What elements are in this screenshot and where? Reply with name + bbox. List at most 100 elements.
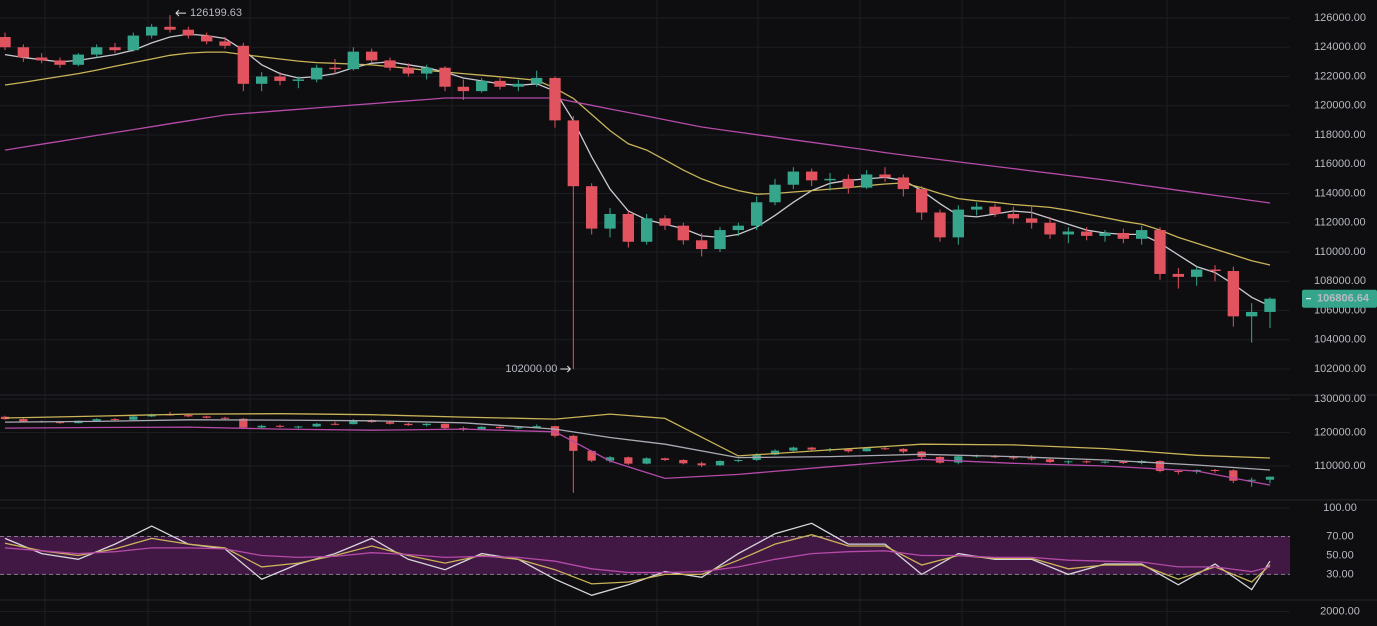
candle-body [310, 67, 323, 80]
series-line [4, 51, 1271, 266]
series-line [4, 33, 1271, 307]
candle-body [35, 57, 48, 61]
candle-body [1264, 298, 1276, 312]
candle-body [385, 422, 395, 424]
candle-body [734, 459, 743, 461]
y-tick-label: 124000.00 [1314, 41, 1366, 53]
y-tick-label: 120000.00 [1314, 426, 1366, 438]
y-tick-label: 122000.00 [1314, 70, 1366, 82]
candle-body [475, 80, 488, 92]
candle-body [494, 80, 506, 87]
y-tick-label: 50.00 [1326, 549, 1354, 561]
candle-body [72, 54, 85, 65]
candle-body [787, 171, 800, 185]
candle-body [145, 26, 158, 36]
y-tick-label: 126000.00 [1314, 12, 1366, 24]
candle-body [715, 460, 725, 466]
last-price-label: 106806.64 [1317, 293, 1370, 305]
candle-body [109, 47, 121, 51]
candle-body [789, 447, 798, 451]
candle-body [110, 419, 120, 421]
candle-body [1025, 218, 1038, 223]
candle-body [365, 51, 378, 61]
candle-body [439, 67, 451, 87]
candle-body [642, 458, 651, 464]
candle-body [129, 416, 138, 420]
y-tick-label: 30.00 [1326, 568, 1354, 580]
y-tick-label: 114000.00 [1314, 187, 1365, 199]
candle-body [349, 420, 358, 425]
candle-body [90, 47, 103, 55]
candle-body [897, 177, 910, 190]
candle-body [844, 449, 853, 452]
candle-body [514, 427, 523, 429]
candle-body [587, 450, 596, 461]
candle-body [402, 67, 415, 74]
candle-body [420, 67, 433, 74]
candle-body [220, 417, 230, 419]
candle-body [679, 459, 688, 464]
candle-body [860, 174, 873, 188]
candle-body [952, 209, 965, 238]
candle-body [312, 423, 321, 427]
candle-body [550, 426, 560, 436]
series-line [4, 426, 1271, 486]
candle-body [605, 457, 615, 461]
candle-body [770, 450, 780, 455]
candle-body [422, 423, 431, 426]
candle-body [1227, 271, 1240, 317]
y-tick-label: 118000.00 [1314, 129, 1365, 141]
y-tick-label: 70.00 [1326, 530, 1354, 542]
candles [0, 15, 1276, 369]
candle-body [184, 415, 193, 417]
candle-body [1155, 460, 1165, 472]
y-tick-label: 2000.00 [1320, 605, 1360, 617]
candle-body [569, 435, 578, 451]
candle-body [1265, 476, 1275, 480]
candle-body [477, 426, 486, 430]
candle-body [239, 418, 248, 428]
y-tick-label: 112000.00 [1314, 217, 1365, 229]
y-tick-label: 110000.00 [1314, 246, 1365, 258]
candle-body [604, 213, 616, 229]
candle-body [404, 423, 413, 426]
candle-body [862, 448, 871, 452]
series-line [4, 419, 1271, 471]
candle-body [1135, 230, 1148, 239]
y-tick-label: 120000.00 [1314, 100, 1366, 112]
candle-body [164, 26, 176, 30]
candle-body [1100, 461, 1110, 463]
candle-body [182, 29, 195, 36]
candle-body [257, 425, 266, 428]
candle-body [1172, 273, 1185, 277]
candle-body [1080, 231, 1093, 236]
candle-body [1245, 311, 1258, 317]
series-line [4, 547, 1271, 574]
candle-body [1044, 222, 1056, 235]
candle-body [659, 218, 671, 226]
rsi-band [0, 536, 1290, 575]
candle-body [19, 419, 28, 422]
candle-body [384, 60, 396, 68]
candle-body [530, 77, 543, 84]
candle-body [55, 422, 65, 424]
candle-body [237, 45, 250, 84]
candle-body [549, 77, 561, 121]
candle-body [495, 426, 505, 429]
candle-body [567, 120, 580, 187]
candle-body [677, 225, 690, 241]
candle-body [347, 51, 360, 70]
candle-body [899, 448, 908, 452]
candle-body [807, 447, 816, 450]
candle-body [219, 41, 231, 46]
candle-body [915, 189, 928, 213]
candle-body [1007, 213, 1020, 219]
candle-body [1117, 232, 1130, 239]
candle-body [127, 35, 140, 51]
candle-body [1082, 461, 1091, 463]
max-label: 126199.63 [190, 7, 242, 19]
candle-body [0, 37, 11, 48]
y-tick-label: 104000.00 [1314, 334, 1366, 346]
candle-body [1064, 461, 1073, 463]
y-tick-label: 116000.00 [1314, 158, 1365, 170]
